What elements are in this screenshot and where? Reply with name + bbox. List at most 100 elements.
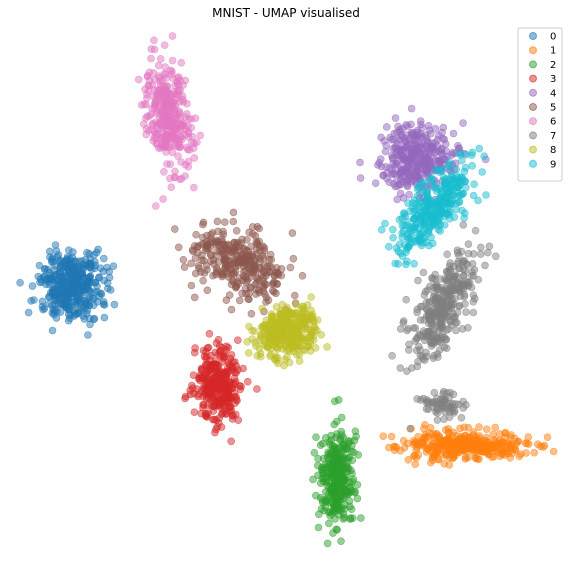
data-point-7 [424, 405, 433, 414]
data-point-4 [379, 171, 387, 180]
legend-label-2: 2 [550, 60, 556, 71]
data-point-4 [438, 134, 447, 143]
data-point-6 [184, 163, 193, 171]
data-point-1 [399, 436, 408, 445]
data-point-7 [429, 326, 438, 335]
data-point-6 [134, 75, 143, 84]
data-point-4 [388, 170, 396, 179]
data-point-6 [150, 36, 158, 45]
data-point-1 [549, 447, 558, 456]
data-point-0 [109, 262, 118, 271]
data-point-1 [468, 445, 477, 454]
data-point-7 [396, 364, 405, 372]
data-point-9 [478, 168, 487, 176]
data-point-0 [90, 288, 98, 297]
data-point-4 [412, 173, 421, 182]
data-point-3 [205, 329, 214, 338]
data-point-7 [462, 308, 470, 316]
data-point-5 [199, 276, 207, 285]
data-point-5 [244, 252, 253, 260]
data-point-9 [391, 259, 400, 268]
legend-marker-6 [529, 117, 537, 126]
data-point-4 [418, 132, 427, 141]
data-point-4 [387, 135, 396, 144]
data-point-7 [411, 324, 420, 332]
data-point-7 [464, 240, 473, 248]
data-point-9 [427, 176, 435, 185]
data-point-7 [443, 278, 452, 287]
data-point-2 [324, 448, 333, 457]
data-point-5 [214, 258, 223, 266]
data-point-8 [243, 337, 251, 346]
data-point-8 [311, 344, 320, 352]
data-point-9 [458, 206, 466, 215]
data-point-6 [145, 81, 153, 90]
data-point-7 [416, 331, 424, 340]
data-point-1 [530, 448, 539, 457]
data-point-6 [188, 132, 197, 141]
data-point-7 [483, 248, 492, 257]
data-point-3 [226, 354, 235, 363]
data-point-6 [158, 107, 166, 116]
data-point-2 [348, 486, 356, 495]
data-point-8 [309, 317, 318, 326]
data-point-9 [446, 161, 454, 169]
data-point-6 [191, 114, 200, 123]
data-point-2 [340, 505, 349, 513]
data-point-9 [441, 210, 450, 218]
data-point-5 [243, 236, 251, 244]
data-point-6 [147, 54, 155, 63]
data-point-3 [212, 377, 220, 386]
data-point-7 [444, 324, 453, 333]
data-point-6 [167, 183, 176, 191]
data-point-1 [493, 445, 501, 453]
data-point-6 [170, 173, 179, 182]
data-point-5 [190, 293, 199, 302]
data-point-8 [262, 322, 270, 330]
data-point-5 [255, 276, 264, 285]
data-point-4 [394, 145, 402, 154]
data-point-6 [168, 56, 177, 65]
data-point-7 [491, 252, 500, 261]
data-point-2 [310, 448, 319, 457]
data-point-5 [192, 230, 200, 239]
data-point-7 [406, 424, 415, 433]
data-point-3 [190, 408, 199, 417]
data-point-2 [322, 495, 330, 504]
data-point-5 [235, 256, 244, 264]
data-point-3 [221, 401, 230, 410]
data-point-0 [91, 278, 99, 287]
data-point-5 [264, 296, 273, 305]
data-point-3 [181, 392, 190, 401]
data-point-6 [175, 73, 183, 81]
data-point-8 [273, 345, 282, 353]
data-point-8 [292, 316, 300, 325]
data-point-9 [432, 198, 440, 207]
data-point-1 [469, 428, 478, 436]
data-point-7 [418, 352, 426, 361]
data-point-3 [189, 384, 197, 393]
data-point-7 [429, 354, 438, 363]
data-point-6 [140, 120, 148, 128]
data-point-9 [381, 219, 389, 228]
legend-marker-0 [529, 32, 537, 40]
data-point-7 [464, 323, 472, 332]
data-point-2 [353, 494, 362, 503]
data-point-0 [86, 272, 94, 281]
data-point-0 [35, 261, 44, 270]
data-point-4 [397, 168, 406, 177]
legend-marker-7 [529, 131, 537, 140]
data-point-4 [431, 156, 440, 164]
data-point-1 [454, 444, 463, 453]
chart-title: MNIST - UMAP visualised [212, 6, 360, 20]
data-point-4 [356, 158, 364, 167]
data-point-2 [325, 519, 333, 528]
data-point-0 [24, 308, 33, 317]
data-point-5 [218, 272, 226, 281]
data-point-2 [338, 431, 346, 439]
data-point-0 [70, 267, 79, 275]
data-point-0 [99, 300, 108, 309]
data-point-7 [469, 272, 478, 280]
data-point-9 [455, 149, 464, 158]
data-point-8 [245, 322, 253, 331]
